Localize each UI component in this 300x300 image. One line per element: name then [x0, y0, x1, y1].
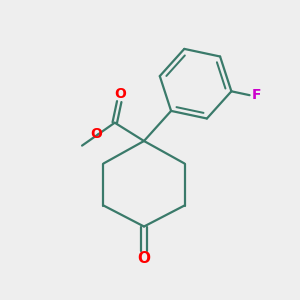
Text: O: O	[114, 87, 126, 101]
Text: F: F	[252, 88, 262, 102]
Text: O: O	[137, 251, 151, 266]
Text: O: O	[91, 128, 103, 141]
